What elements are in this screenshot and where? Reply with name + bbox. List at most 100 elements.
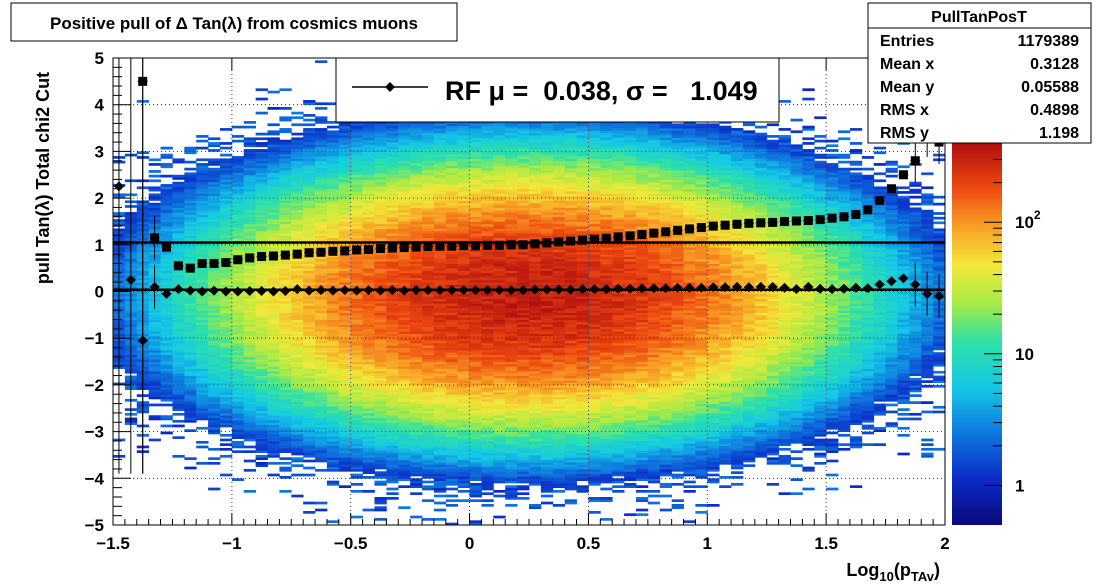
heatmap-cell (219, 438, 233, 442)
heatmap-cell (196, 391, 209, 395)
heatmap-cell (410, 254, 423, 257)
heatmap-cell (160, 310, 173, 313)
heatmap-cell (481, 233, 494, 236)
heatmap-cell (398, 459, 411, 463)
heatmap-cell (457, 181, 470, 185)
heatmap-cell (493, 464, 506, 468)
heatmap-cell (457, 461, 470, 465)
heatmap-cell (231, 265, 245, 269)
heatmap-cell (243, 366, 257, 369)
heatmap-cell (315, 181, 328, 185)
heatmap-cell (505, 205, 518, 208)
heatmap-cell (196, 139, 209, 143)
heatmap-cell (303, 394, 316, 397)
heatmap-cell (445, 335, 459, 339)
heatmap-cell (493, 382, 506, 386)
heatmap-cell (445, 223, 459, 227)
heatmap-cell (219, 254, 233, 257)
heatmap-cell (410, 333, 423, 337)
heatmap-cell (338, 440, 352, 444)
heatmap-cell (326, 235, 340, 239)
heatmap-cell (243, 324, 257, 327)
heatmap-cell (196, 272, 209, 276)
heatmap-cell (481, 401, 494, 404)
heatmap-cell (362, 363, 375, 367)
heatmap-cell (255, 338, 268, 341)
heatmap-cell (398, 149, 411, 152)
heatmap-cell (469, 172, 482, 176)
heatmap-cell (386, 475, 399, 479)
heatmap-cell (433, 368, 447, 372)
heatmap-cell (303, 415, 316, 418)
heatmap-cell (433, 317, 447, 320)
heatmap-cell (362, 389, 375, 393)
heatmap-cell (172, 174, 185, 178)
heatmap-cell (410, 277, 423, 281)
heatmap-cell (267, 387, 280, 390)
heatmap-cell (231, 279, 245, 283)
heatmap-cell (279, 177, 292, 180)
heatmap-cell (219, 349, 233, 353)
heatmap-cell (338, 153, 352, 157)
heatmap-cell (410, 359, 423, 362)
heatmap-cell (219, 174, 233, 178)
heatmap-cell (362, 366, 375, 369)
heatmap-cell (208, 219, 221, 222)
heatmap-cell (315, 193, 328, 197)
heatmap-cell (267, 235, 280, 239)
heatmap-cell (350, 265, 363, 269)
heatmap-cell (410, 181, 423, 185)
heatmap-cell (493, 436, 506, 439)
heatmap-cell (315, 209, 328, 213)
heatmap-cell (362, 410, 375, 414)
heatmap-cell (267, 149, 280, 152)
heatmap-cell (505, 408, 518, 411)
heatmap-cell (303, 277, 316, 281)
heatmap-cell (291, 270, 304, 274)
heatmap-cell (433, 487, 447, 491)
heatmap-cell (386, 151, 399, 155)
heatmap-cell (315, 235, 328, 239)
heatmap-cell (184, 179, 197, 183)
heatmap-cell (398, 431, 411, 435)
heatmap-cell (457, 214, 470, 218)
heatmap-cell (148, 361, 161, 365)
heatmap-cell (410, 401, 423, 404)
heatmap-cell (386, 202, 399, 206)
heatmap-cell (374, 263, 387, 267)
heatmap-cell (291, 202, 304, 206)
heatmap-cell (493, 214, 506, 218)
heatmap-cell (445, 312, 459, 316)
heatmap-cell (505, 471, 518, 475)
heatmap-cell (231, 389, 245, 393)
heatmap-cell (422, 261, 435, 264)
heatmap-cell (326, 520, 340, 524)
heatmap-cell (303, 151, 316, 155)
heatmap-cell (338, 338, 352, 341)
heatmap-cell (445, 450, 459, 454)
heatmap-cell (196, 181, 209, 185)
heatmap-cell (255, 111, 268, 115)
heatmap-cell (219, 340, 233, 344)
heatmap-cell (457, 422, 470, 425)
heatmap-cell (362, 424, 375, 428)
heatmap-cell (267, 415, 280, 418)
heatmap-cell (338, 436, 352, 439)
heatmap-cell (267, 275, 280, 278)
heatmap-cell (481, 212, 494, 215)
heatmap-cell (338, 261, 352, 264)
heatmap-cell (326, 191, 340, 194)
heatmap-cell (326, 205, 340, 208)
heatmap-cell (338, 177, 352, 180)
heatmap-cell (243, 382, 257, 386)
heatmap-cell (398, 160, 411, 164)
heatmap-cell (315, 317, 328, 320)
heatmap-cell (291, 205, 304, 208)
heatmap-cell (422, 226, 435, 229)
heatmap-cell (315, 149, 328, 152)
heatmap-cell (172, 219, 185, 222)
heatmap-cell (410, 312, 423, 316)
heatmap-cell (457, 314, 470, 318)
heatmap-cell (255, 433, 268, 437)
heatmap-cell (279, 321, 292, 325)
